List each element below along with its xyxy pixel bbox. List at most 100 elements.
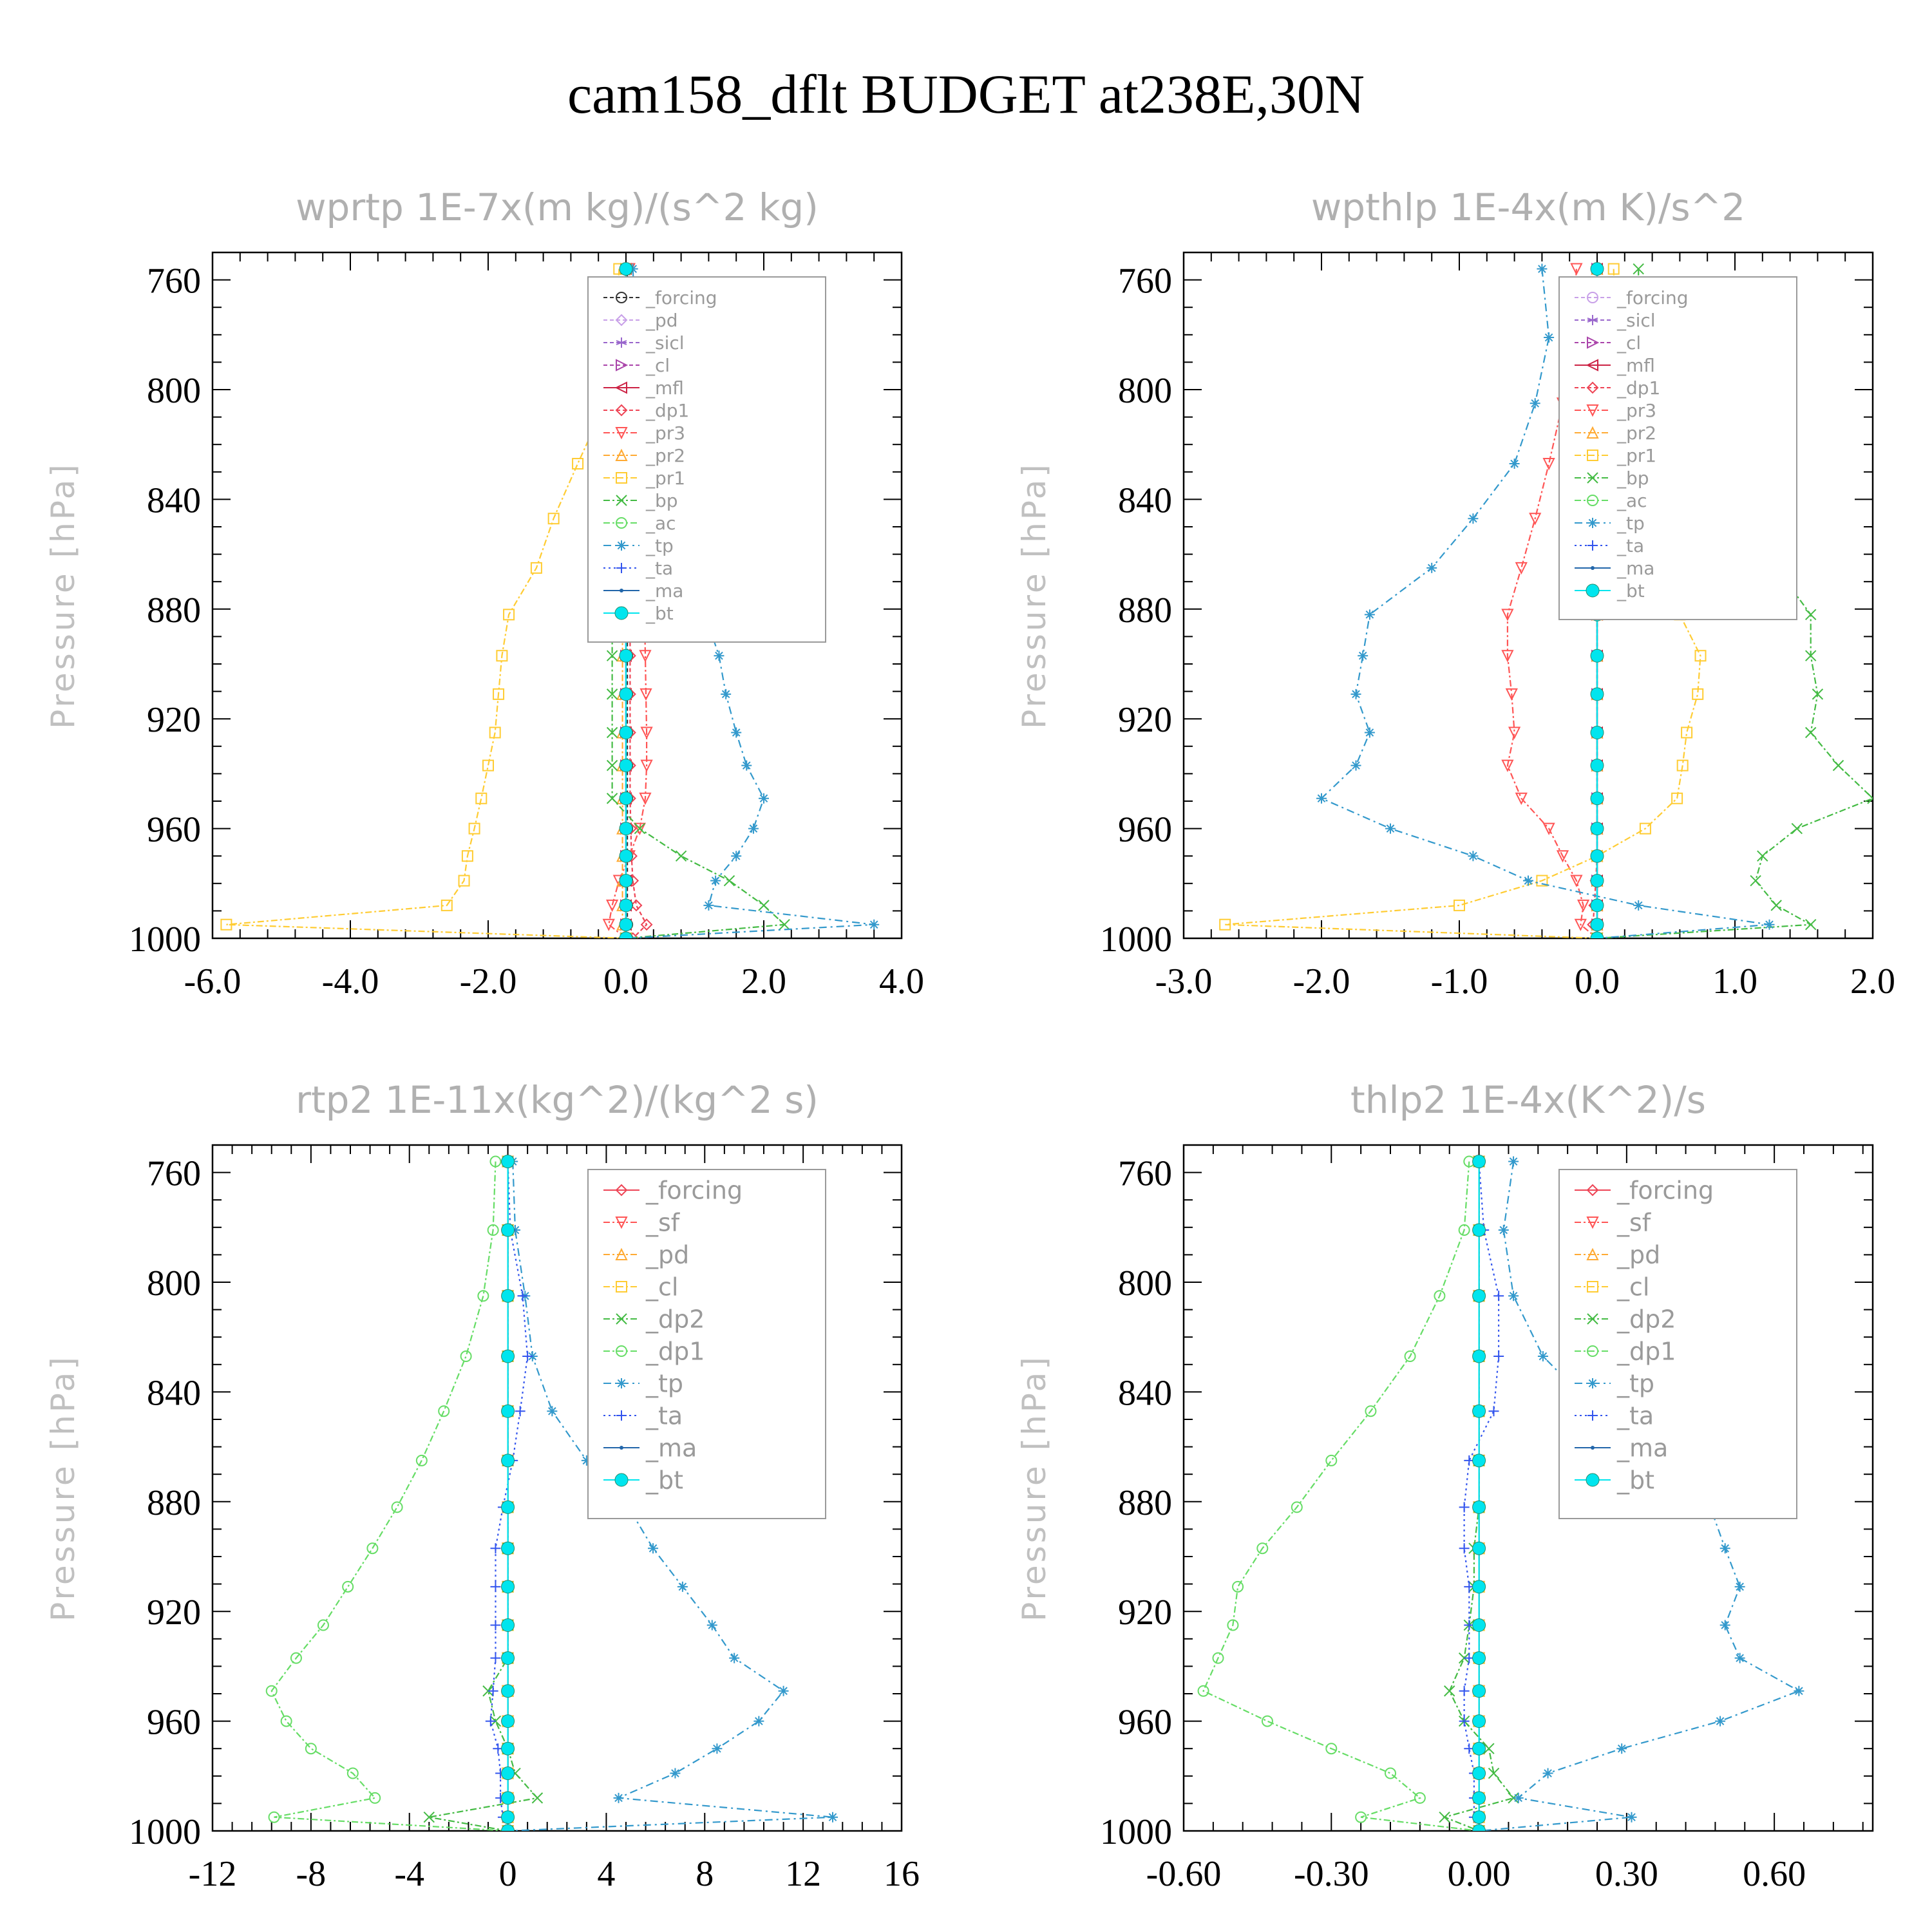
- y-tick-label: 760: [1118, 1154, 1172, 1194]
- data-point-dp2: [1483, 1743, 1495, 1754]
- data-point-dp1: [438, 1405, 450, 1417]
- plot-frame: [1182, 1144, 1874, 1832]
- data-point-pr3: [1574, 918, 1587, 931]
- y-tick-label: 920: [147, 1593, 201, 1633]
- y-tick-label: 840: [1118, 1373, 1172, 1413]
- data-point-pr1: [458, 875, 470, 887]
- data-point-ta: [522, 1351, 533, 1362]
- data-point-ta: [490, 1543, 501, 1554]
- y-axis-label: Pressure [hPa]: [44, 462, 82, 729]
- data-point-tp: [1542, 1768, 1553, 1779]
- data-point-bt: [619, 759, 633, 773]
- legend-label: _mfl: [1616, 355, 1655, 376]
- data-point-pr3: [1542, 822, 1555, 835]
- series-line-ta: [1463, 1161, 1500, 1831]
- data-point-bt: [619, 649, 633, 663]
- data-point-bt: [619, 262, 633, 276]
- data-point-bt: [1590, 687, 1604, 701]
- data-point-tp: [547, 1406, 558, 1417]
- data-point-pr3: [639, 650, 652, 663]
- series-line-tp: [1479, 1161, 1801, 1831]
- y-tick-label: 800: [147, 1264, 201, 1303]
- data-point-pr1: [220, 918, 232, 931]
- data-point-bt: [1590, 649, 1604, 663]
- data-point-pr1: [503, 609, 515, 621]
- x-tick-label: 0.0: [1575, 961, 1620, 1001]
- legend-label: _pr3: [645, 422, 685, 444]
- data-point-tp: [1316, 793, 1327, 804]
- data-point-dp1: [460, 1350, 472, 1363]
- data-point-bt: [1590, 898, 1604, 913]
- data-point-bt: [1590, 931, 1604, 938]
- legend-marker: [1591, 566, 1595, 570]
- x-tick-label: -6.0: [184, 961, 242, 1001]
- legend-marker: [616, 1281, 627, 1293]
- data-point-tp: [1498, 1225, 1509, 1236]
- panel-title: wpthlp 1E-4x(m K)/s^2: [1311, 185, 1745, 229]
- data-point-pr3: [1501, 759, 1514, 772]
- data-point-ta: [490, 1581, 501, 1592]
- data-point-tp: [869, 919, 880, 930]
- x-tick-label: 2.0: [1850, 961, 1895, 1001]
- legend-label: _pd: [645, 1240, 689, 1269]
- data-point-pr3: [605, 899, 619, 913]
- legend-label: _bp: [1616, 468, 1649, 489]
- data-point-bt: [1590, 918, 1604, 932]
- data-point-dp1: [268, 1811, 280, 1823]
- legend-marker: [620, 589, 623, 592]
- legend-marker: [1586, 1184, 1599, 1197]
- chart-panel-3: rtp2 1E-11x(kg^2)/(kg^2 s) Pressure [hPa]…: [44, 1078, 920, 1894]
- data-point-ta: [1459, 1502, 1470, 1513]
- data-point-dp2: [1439, 1811, 1450, 1823]
- data-point-pr3: [602, 918, 615, 931]
- x-tick-label: 4: [597, 1854, 615, 1894]
- data-point-bt: [501, 1155, 515, 1169]
- data-point-dp1: [1212, 1652, 1224, 1664]
- data-point-pr3: [639, 688, 652, 701]
- legend-label: _forcing: [645, 1176, 743, 1204]
- data-point-bp: [779, 918, 790, 931]
- data-point-ta: [490, 1653, 501, 1663]
- data-point-bp: [675, 850, 687, 862]
- data-point-bt: [619, 687, 633, 701]
- data-point-tp: [1537, 1351, 1548, 1362]
- y-tick-label: 960: [1118, 810, 1172, 850]
- y-tick-label: 1000: [1100, 1812, 1172, 1852]
- data-point-pr1: [1607, 263, 1620, 275]
- data-point-bp: [1770, 900, 1782, 911]
- data-point-tp: [1719, 1543, 1730, 1554]
- y-axis-label: Pressure [hPa]: [44, 1354, 82, 1622]
- data-point-tp: [1715, 1716, 1726, 1727]
- data-point-pr1: [1219, 918, 1231, 931]
- data-point-dp1: [630, 899, 643, 912]
- data-point-dp1: [489, 1155, 502, 1168]
- data-point-bt: [1472, 1500, 1486, 1514]
- data-point-pr3: [640, 759, 653, 772]
- data-point-bt: [1472, 1684, 1486, 1698]
- legend-marker: [616, 1313, 627, 1325]
- data-point-bp: [606, 650, 618, 661]
- legend-label: _dp2: [645, 1305, 705, 1333]
- data-point-pr3: [1556, 850, 1569, 863]
- data-point-pr1: [1694, 650, 1707, 662]
- data-point-tp: [1468, 513, 1479, 524]
- data-point-pr1: [468, 822, 480, 835]
- data-point-tp: [1426, 562, 1437, 573]
- series-group: [265, 1155, 838, 1831]
- legend-label: _pr1: [645, 468, 685, 489]
- data-point-bt: [619, 791, 633, 806]
- data-point-dp2: [531, 1792, 544, 1804]
- legend-marker: [1586, 1247, 1599, 1260]
- data-point-dp1: [342, 1580, 354, 1593]
- legend: _forcing _sf _pd _cl _dp2 _dp1 _tp _ta _ma _bt: [1558, 1169, 1797, 1519]
- data-point-bt: [501, 1810, 515, 1824]
- legend-marker: [1587, 518, 1598, 528]
- data-point-pr1: [1681, 726, 1693, 739]
- x-tick-label: -3.0: [1155, 961, 1213, 1001]
- data-point-bp: [606, 793, 618, 804]
- data-point-pr3: [1501, 609, 1514, 621]
- data-point-dp1: [1291, 1501, 1303, 1513]
- data-point-bp: [1867, 793, 1873, 804]
- data-point-pr1: [1692, 688, 1704, 700]
- legend-label: _pr2: [1616, 422, 1656, 444]
